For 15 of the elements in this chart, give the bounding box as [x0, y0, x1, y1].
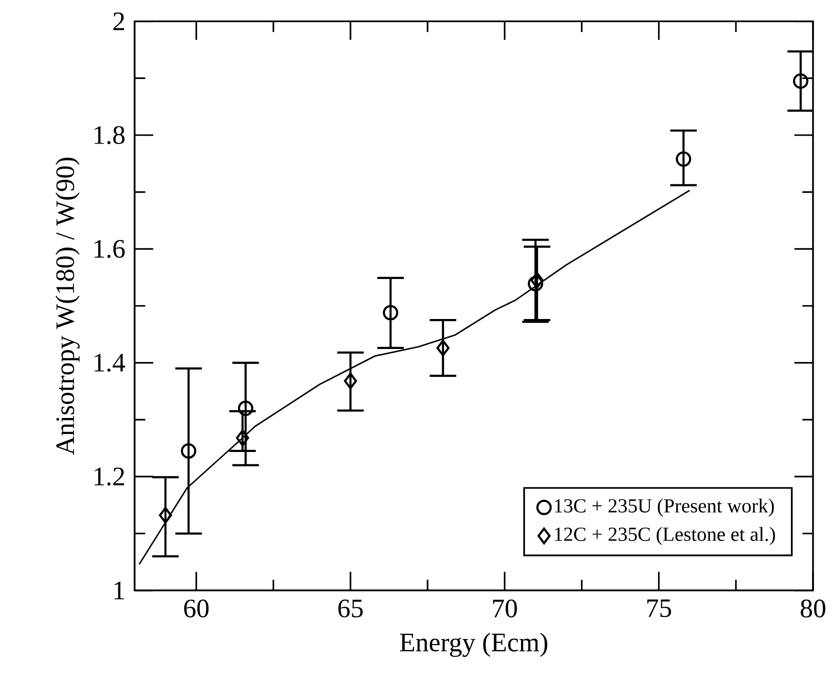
y-tick-label: 1.2	[94, 468, 124, 486]
x-tick-label: 65	[338, 600, 363, 618]
x-tick-label: 80	[800, 600, 826, 618]
legend-label: 12C + 235C (Lestone et al.)	[555, 526, 775, 546]
x-tick-label: 75	[647, 600, 672, 618]
x-axis-title: Energy (Ecm)	[400, 632, 548, 657]
y-tick-label: 1	[114, 582, 124, 600]
y-tick-label: 1.6	[94, 240, 125, 258]
y-tick-label: 1.8	[94, 126, 124, 144]
y-tick-label: 2	[113, 12, 124, 30]
x-tick-label: 70	[493, 600, 517, 618]
legend-label: 13C + 235U (Present work)	[555, 498, 774, 517]
x-tick-label: 60	[184, 600, 209, 618]
y-axis-title: Anisotropy W(180) / W(90)	[55, 158, 80, 455]
y-tick-label: 1.4	[94, 354, 126, 372]
